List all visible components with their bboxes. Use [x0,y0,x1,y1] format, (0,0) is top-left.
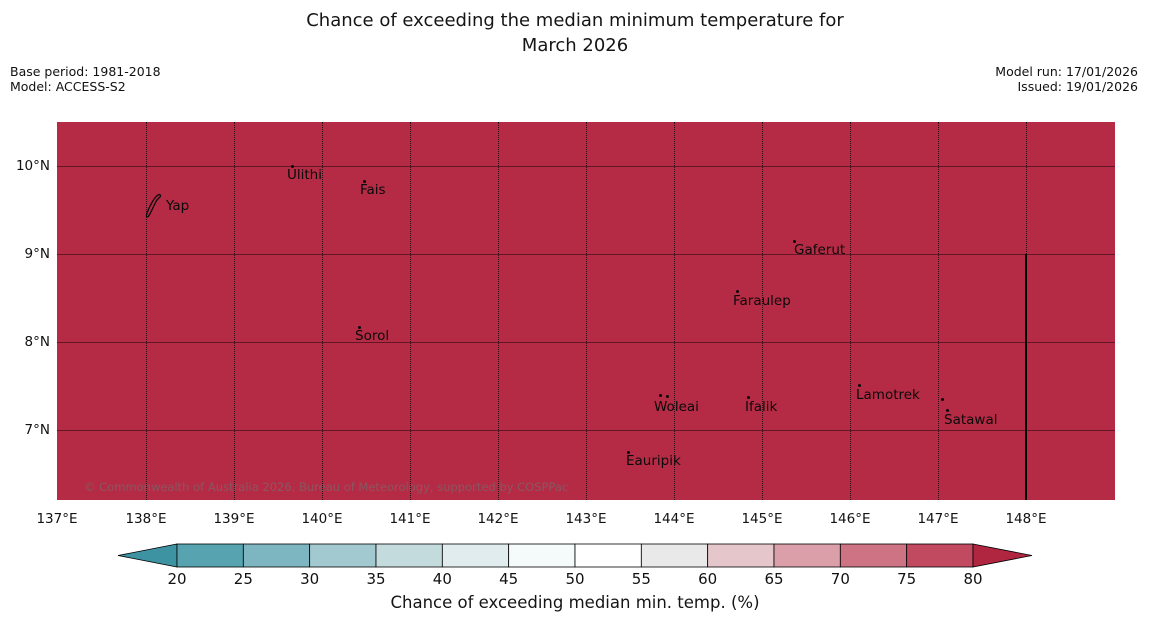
colorbar-tick-label: 80 [963,570,983,588]
colorbar-tick-label: 70 [830,570,850,588]
lon-gridline [146,122,147,500]
island-marker-dot [627,451,630,454]
lon-tick-label: 141°E [389,511,431,527]
island-marker-dot [793,240,796,243]
lon-gridline [674,122,675,500]
yap-island-outline [145,193,163,220]
island-marker-dot [659,394,662,397]
figure-title-line1: Chance of exceeding the median minimum t… [306,10,844,31]
colorbar-label: Chance of exceeding median min. temp. (%… [390,593,760,612]
base-period-text: Base period: 1981-2018 [10,64,161,79]
map: © Commonwealth of Australia 2026, Bureau… [57,122,1115,500]
colorbar-segment [176,543,244,568]
meta-left: Base period: 1981-2018 Model: ACCESS-S2 [10,64,161,94]
colorbar-segment [309,543,377,568]
colorbar-extend-arrow [972,543,1033,568]
colorbar-segment [839,543,908,568]
colorbar-extend-arrow [117,543,178,568]
colorbar-segment [773,543,841,568]
island-marker-dot [358,326,361,329]
island-marker-dot [363,180,366,183]
colorbar-tick-label: 20 [167,570,187,588]
island-marker-dot [736,290,739,293]
lon-tick-label: 137°E [36,511,78,527]
island-label: Eauripik [626,453,681,469]
island-marker-dot [858,384,861,387]
lon-gridline [938,122,939,500]
colorbar-tick-label: 60 [698,570,718,588]
colorbar-tick-label: 50 [565,570,585,588]
lat-tick-label: 8°N [24,334,50,350]
lon-gridline [498,122,499,500]
colorbar [117,543,1033,568]
lon-tick-label: 143°E [565,511,607,527]
colorbar-segment [574,543,642,568]
model-run-text: Model run: 17/01/2026 [995,64,1138,79]
colorbar-segment [441,543,510,568]
island-label: Fais [360,182,386,198]
lon-tick-label: 139°E [213,511,255,527]
colorbar-segment [640,543,709,568]
figure-title: Chance of exceeding the median minimum t… [0,8,1150,58]
copyright-text: © Commonwealth of Australia 2026, Bureau… [84,480,569,494]
colorbar-segment [906,543,974,568]
colorbar-tick-label: 55 [631,570,651,588]
colorbar-tick-label: 25 [233,570,253,588]
lon-gridline [234,122,235,500]
meta-right: Model run: 17/01/2026 Issued: 19/01/2026 [995,64,1138,94]
island-label: Faraulep [733,293,791,309]
lon-gridline [586,122,587,500]
island-label: Yap [166,198,190,214]
lat-tick-label: 10°N [15,158,50,174]
island-label: Sorol [355,328,390,344]
island-label: Ifalik [745,399,778,415]
model-text: Model: ACCESS-S2 [10,79,126,94]
colorbar-segment [242,543,311,568]
lat-tick-label: 9°N [24,246,50,262]
lon-gridline [410,122,411,500]
island-label: Woleai [654,399,699,415]
lon-gridline [762,122,763,500]
colorbar-tick-label: 40 [432,570,452,588]
lon-tick-label: 148°E [1005,511,1047,527]
state-boundary-line [1025,254,1027,500]
island-marker-dot [946,409,949,412]
lon-tick-label: 142°E [477,511,519,527]
colorbar-segment [508,543,576,568]
lon-tick-label: 147°E [917,511,959,527]
lat-tick-label: 7°N [24,422,50,438]
colorbar-tick-label: 30 [300,570,320,588]
colorbar-segment [375,543,443,568]
figure-title-line2: March 2026 [521,35,629,56]
issued-text: Issued: 19/01/2026 [1017,79,1139,94]
island-marker-dot [291,165,294,168]
lon-tick-label: 144°E [653,511,695,527]
colorbar-tick-label: 75 [897,570,917,588]
lon-tick-label: 140°E [301,511,343,527]
island-label: Lamotrek [856,387,920,403]
island-marker-dot [747,396,750,399]
island-label: Satawal [944,412,998,428]
lon-tick-label: 138°E [125,511,167,527]
colorbar-tick-label: 65 [764,570,784,588]
island-label: Ulithi [287,167,322,183]
island-marker-dot [666,395,669,398]
island-label: Gaferut [794,242,846,258]
lon-tick-label: 145°E [741,511,783,527]
colorbar-tick-label: 45 [499,570,519,588]
colorbar-tick-label: 35 [366,570,386,588]
lon-tick-label: 146°E [829,511,871,527]
lon-gridline [322,122,323,500]
lon-gridline [850,122,851,500]
colorbar-segment [707,543,775,568]
island-marker-dot [941,398,944,401]
